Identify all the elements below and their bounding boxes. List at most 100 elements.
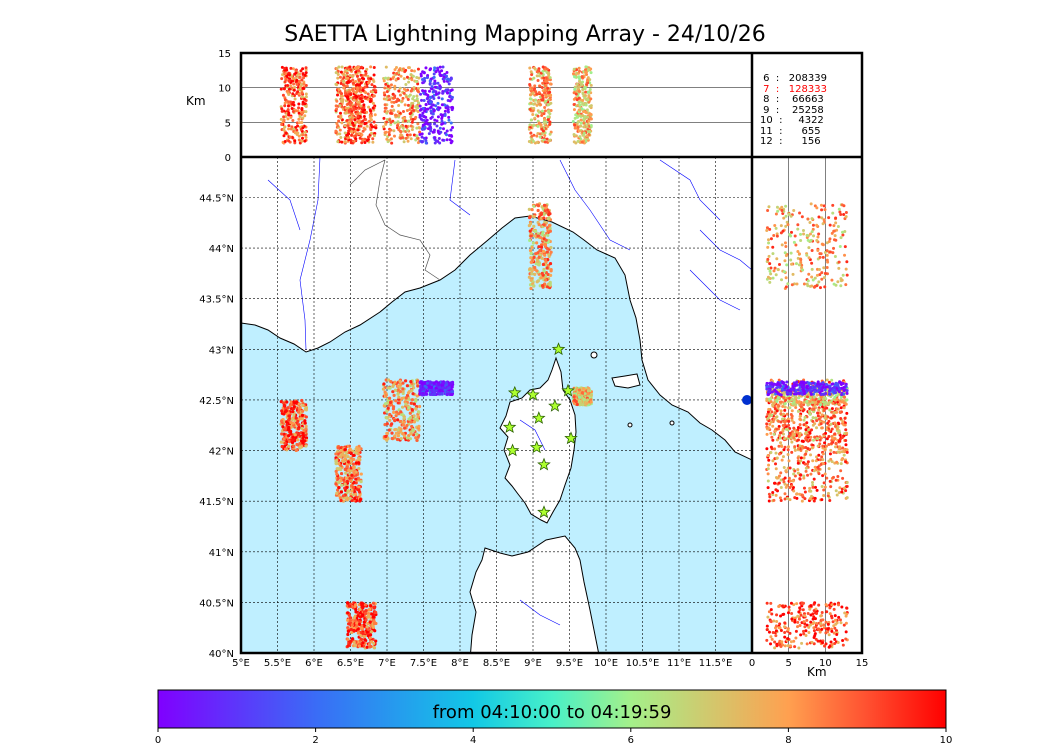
- lightning-source: [354, 603, 358, 607]
- lightning-source: [374, 126, 378, 130]
- lightning-source: [284, 409, 288, 413]
- lightning-source: [282, 401, 286, 405]
- lightning-source: [832, 229, 836, 233]
- lightning-source: [586, 398, 590, 402]
- lightning-source: [334, 462, 338, 466]
- lightning-source: [424, 66, 428, 70]
- lightning-source: [409, 379, 413, 384]
- lightning-source: [436, 129, 440, 133]
- lightning-source: [338, 104, 342, 108]
- lightning-source: [398, 93, 402, 97]
- lightning-source: [790, 409, 794, 413]
- lightning-source: [280, 432, 284, 436]
- lightning-source: [394, 100, 398, 104]
- lightning-source: [816, 248, 820, 252]
- lightning-source: [582, 117, 586, 121]
- lightning-source: [423, 125, 427, 129]
- lightning-source: [802, 474, 806, 478]
- lightning-source: [338, 496, 342, 500]
- lightning-source: [830, 410, 834, 414]
- lightning-source: [347, 129, 351, 133]
- lightning-source: [529, 256, 533, 260]
- lightning-source: [573, 87, 577, 91]
- lightning-source: [354, 102, 358, 106]
- lightning-source: [528, 83, 532, 87]
- lightning-source: [786, 417, 790, 421]
- lightning-source: [334, 469, 338, 473]
- lightning-source: [825, 249, 829, 253]
- lightning-source: [282, 432, 286, 436]
- lightning-source: [827, 467, 831, 471]
- lightning-source: [830, 460, 834, 464]
- lightning-source: [781, 229, 785, 233]
- lightning-source: [417, 424, 421, 428]
- lightning-source: [830, 378, 834, 382]
- lightning-source: [794, 629, 798, 633]
- lightning-source: [334, 104, 338, 108]
- lightning-source: [340, 483, 344, 487]
- lightning-source: [405, 436, 409, 440]
- lightning-source: [284, 131, 288, 135]
- lightning-source: [349, 68, 353, 72]
- lightning-source: [296, 131, 300, 135]
- lightning-source: [396, 110, 400, 114]
- lightning-source: [837, 266, 841, 270]
- lightning-source: [800, 266, 804, 270]
- lightning-source: [296, 124, 300, 128]
- lightning-source: [806, 473, 810, 477]
- lightning-source: [828, 408, 832, 412]
- lightning-source: [845, 260, 849, 264]
- lightning-source: [581, 403, 585, 407]
- lightning-source: [543, 140, 547, 144]
- lightning-source: [293, 433, 297, 437]
- lightning-source: [369, 118, 373, 122]
- lightning-source: [532, 123, 536, 127]
- lightning-source: [344, 476, 348, 480]
- lightning-source: [345, 465, 349, 469]
- lightning-source: [337, 455, 341, 459]
- lightning-source: [581, 387, 586, 391]
- lightning-source: [779, 486, 783, 490]
- lightning-source: [363, 141, 367, 145]
- lightning-source: [346, 121, 350, 125]
- lightning-source: [822, 276, 826, 280]
- lightning-source: [303, 139, 307, 143]
- lightning-source: [840, 490, 844, 494]
- altitude-lon-points: [279, 65, 593, 145]
- lightning-source: [578, 114, 582, 118]
- lightning-source: [432, 72, 436, 76]
- lightning-source: [345, 479, 349, 483]
- lightning-source: [429, 129, 433, 133]
- lightning-source: [414, 108, 418, 112]
- lightning-source: [357, 622, 362, 627]
- lightning-source: [584, 90, 588, 94]
- lightning-source: [532, 204, 536, 208]
- lightning-source: [540, 284, 545, 288]
- lightning-source: [541, 81, 545, 85]
- lightning-source: [398, 385, 402, 389]
- lightning-source: [815, 455, 819, 459]
- lightning-source: [412, 86, 416, 90]
- lightning-source: [422, 98, 426, 102]
- lightning-source: [543, 208, 547, 213]
- lightning-source: [346, 618, 350, 622]
- lightning-source: [810, 217, 814, 221]
- lightning-source: [841, 476, 845, 480]
- lightning-source: [537, 263, 541, 267]
- lightning-source: [774, 226, 778, 230]
- lightning-source: [782, 465, 786, 469]
- lightning-source: [339, 464, 343, 468]
- lightning-source: [578, 69, 582, 73]
- lightning-source: [394, 414, 398, 418]
- lightning-source: [845, 606, 849, 610]
- lightning-source: [283, 104, 287, 108]
- lightning-source: [416, 122, 420, 126]
- lightning-source: [401, 67, 405, 71]
- lightning-source: [577, 96, 581, 100]
- lightning-source: [422, 136, 426, 140]
- lightning-source: [419, 92, 423, 96]
- lightning-source: [416, 384, 420, 388]
- lightning-source: [405, 95, 409, 99]
- lightning-source: [839, 213, 843, 217]
- lightning-source: [303, 114, 307, 118]
